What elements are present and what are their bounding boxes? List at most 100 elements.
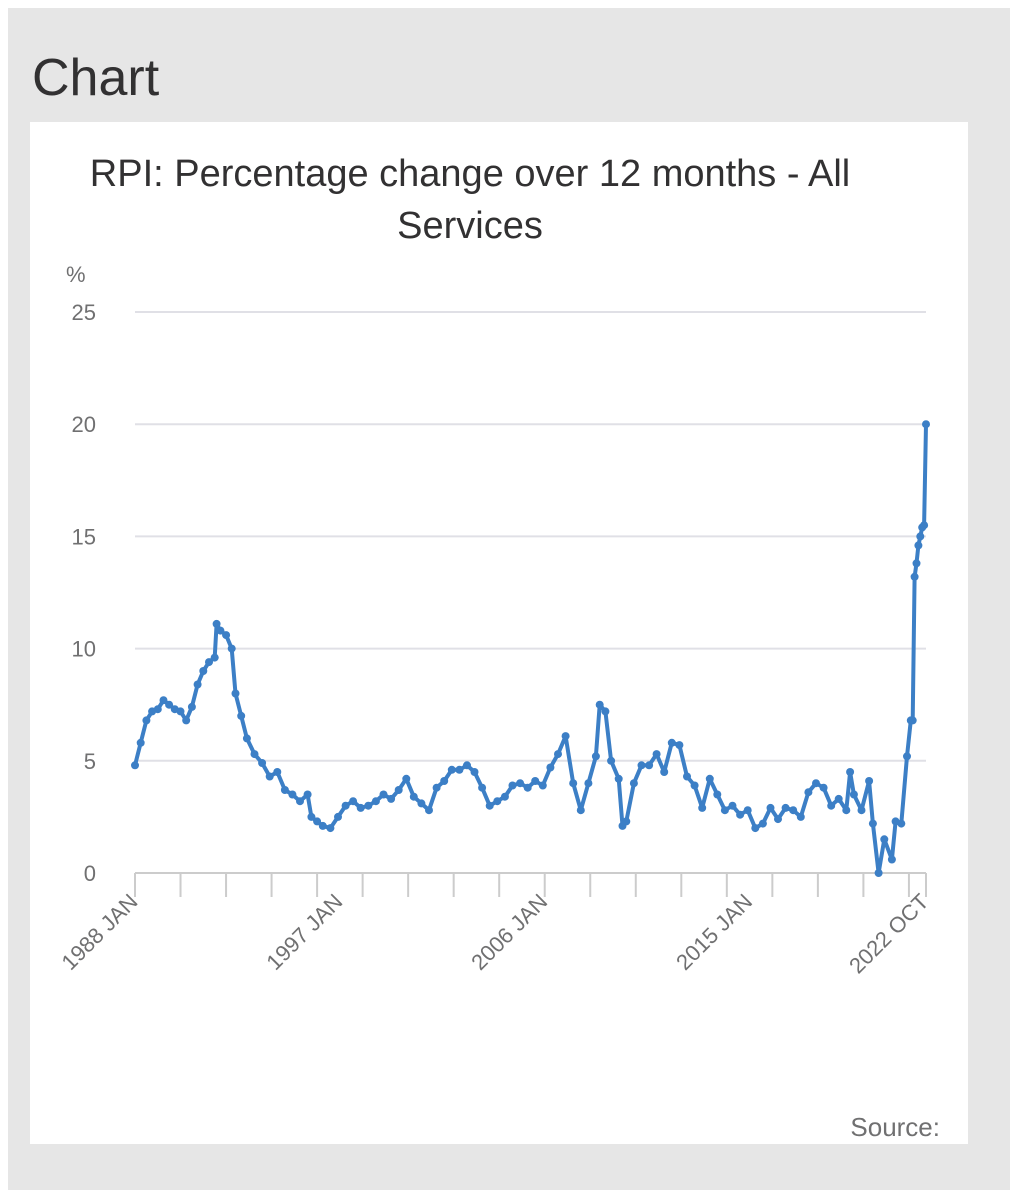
data-point: [667, 738, 676, 747]
data-point: [887, 855, 896, 864]
data-point: [868, 819, 877, 828]
data-point: [758, 819, 767, 828]
y-axis: 0 5 10 15 20 25: [72, 300, 96, 886]
page-bottom-strip: [0, 1192, 1018, 1200]
chart-title: RPI: Percentage change over 12 months - …: [89, 153, 851, 247]
data-point: [569, 779, 578, 788]
data-point: [796, 812, 805, 821]
data-point: [447, 765, 456, 774]
data-point: [364, 801, 373, 810]
data-point: [842, 806, 851, 815]
data-point: [781, 803, 790, 812]
data-point: [614, 774, 623, 783]
y-axis-unit-label: %: [66, 262, 86, 287]
data-point: [349, 797, 358, 806]
data-point: [874, 869, 883, 877]
data-point: [690, 781, 699, 790]
data-point: [910, 572, 919, 581]
data-point: [402, 774, 411, 783]
data-point: [227, 644, 236, 653]
data-point: [531, 777, 540, 785]
data-point: [554, 750, 562, 759]
data-point: [637, 761, 646, 770]
data-point: [920, 521, 929, 530]
data-point: [819, 783, 828, 792]
data-point: [561, 732, 570, 741]
data-point: [455, 765, 464, 774]
x-tick-label: 2006 JAN: [466, 889, 552, 975]
x-tick-label: 1997 JAN: [261, 889, 347, 975]
data-point: [231, 689, 240, 698]
data-point: [880, 835, 889, 844]
data-point: [584, 779, 593, 788]
panel-heading: Chart: [32, 49, 160, 107]
data-point: [736, 810, 745, 819]
x-tick-label: 1988 JAN: [57, 889, 143, 975]
data-point: [804, 788, 813, 797]
data-point: [258, 759, 267, 767]
data-point: [622, 817, 631, 826]
data-point: [440, 777, 449, 785]
data-point: [903, 752, 911, 761]
data-point: [371, 797, 380, 806]
x-tick-label: 2022 OCT: [844, 889, 933, 978]
data-point: [273, 768, 282, 776]
data-point: [827, 801, 836, 810]
data-point: [212, 619, 221, 628]
data-point: [142, 716, 151, 725]
data-point: [307, 812, 316, 821]
data-point: [296, 797, 304, 806]
data-point: [303, 790, 312, 799]
data-point: [865, 777, 874, 785]
data-point: [652, 750, 661, 759]
data-point: [914, 541, 923, 550]
data-point: [629, 779, 638, 788]
data-point: [432, 783, 441, 792]
data-point: [812, 779, 820, 788]
data-point: [728, 801, 737, 810]
data-point: [546, 763, 555, 772]
data-point: [645, 761, 654, 770]
grid-lines: [135, 311, 926, 762]
y-tick-label: 0: [84, 861, 96, 886]
data-point: [165, 700, 174, 709]
data-point: [334, 812, 342, 821]
data-point: [493, 797, 502, 806]
data-point: [409, 792, 418, 801]
data-point: [159, 696, 168, 705]
data-point: [523, 783, 532, 792]
data-point: [187, 702, 196, 711]
data-point: [922, 420, 930, 429]
data-point: [131, 761, 139, 770]
data-point: [313, 817, 322, 826]
y-tick-label: 5: [84, 749, 96, 774]
data-point: [660, 768, 669, 776]
data-point: [425, 806, 433, 815]
data-point: [601, 707, 610, 716]
data-point: [485, 801, 494, 810]
data-point: [591, 752, 600, 761]
data-point: [774, 815, 782, 824]
data-point: [789, 806, 798, 815]
data-point: [683, 772, 691, 781]
data-point: [237, 711, 246, 720]
x-tick-label: 2015 JAN: [671, 889, 757, 975]
data-point: [242, 734, 251, 743]
data-point: [743, 806, 752, 815]
data-point: [912, 559, 921, 568]
x-axis: 1988 JAN 1997 JAN 2006 JAN 2015 JAN 2022 OCT: [57, 872, 934, 978]
data-point: [356, 803, 365, 812]
data-point: [857, 806, 866, 815]
data-point: [463, 761, 471, 770]
data-point: [326, 824, 335, 833]
data-point: [222, 631, 231, 640]
data-point: [341, 801, 350, 810]
data-point: [379, 790, 388, 799]
data-point: [897, 819, 906, 828]
data-point: [698, 803, 707, 812]
data-point: [387, 794, 396, 803]
data-point: [417, 799, 426, 808]
data-point: [916, 532, 925, 541]
data-point: [182, 716, 191, 725]
